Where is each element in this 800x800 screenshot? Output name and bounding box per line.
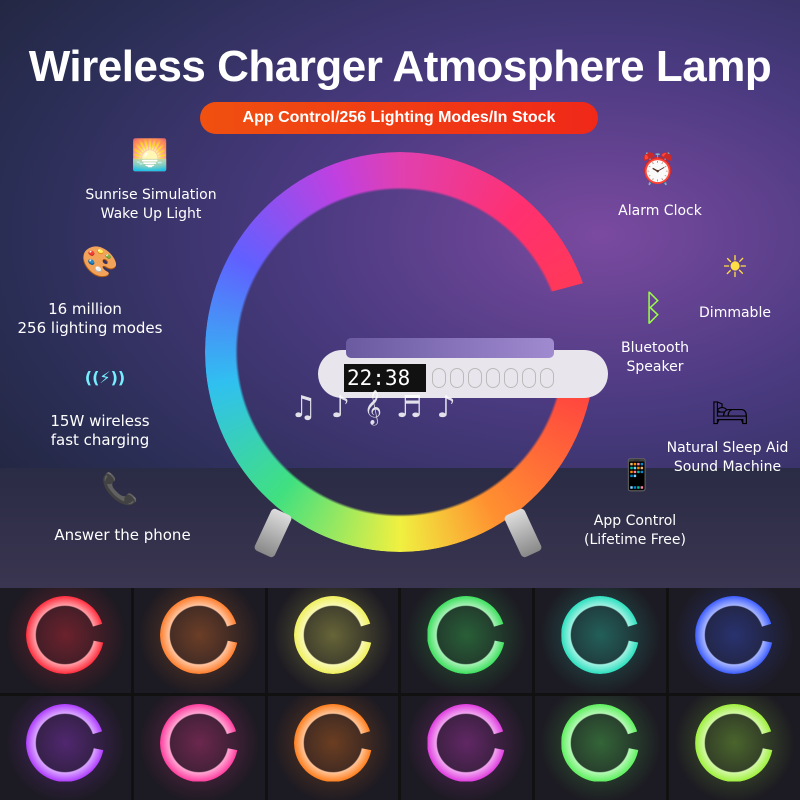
page-title: Wireless Charger Atmosphere Lamp bbox=[28, 42, 772, 91]
color-mode-tile bbox=[0, 588, 131, 693]
alarm-clock-icon: ⏰ bbox=[639, 152, 677, 187]
control-button bbox=[522, 368, 536, 388]
feature-label: Bluetooth bbox=[621, 340, 689, 356]
color-mode-tile bbox=[133, 588, 265, 693]
color-mode-tile bbox=[267, 695, 399, 800]
feature-bluetooth: Bluetooth Speaker bbox=[605, 339, 705, 377]
control-button bbox=[504, 368, 518, 388]
feature-label: Wake Up Light bbox=[100, 206, 202, 222]
clock-display: 22:38 bbox=[344, 364, 426, 392]
feature-alarm: Alarm Clock bbox=[618, 203, 702, 219]
control-button bbox=[450, 368, 464, 388]
feature-label: Sound Machine bbox=[673, 459, 782, 475]
feature-label: Speaker bbox=[626, 359, 684, 375]
music-notes-icon: ♫♪𝄞♬♪ bbox=[290, 390, 470, 425]
feature-label: Sunrise Simulation bbox=[85, 187, 217, 203]
hero-banner: Wireless Charger Atmosphere Lamp App Con… bbox=[0, 0, 800, 588]
feature-label: 256 lighting modes bbox=[17, 319, 163, 337]
color-mode-tile bbox=[0, 695, 131, 800]
feature-dimmable: Dimmable bbox=[699, 305, 771, 321]
feature-sunrise: Sunrise Simulation Wake Up Light bbox=[70, 186, 232, 224]
color-mode-tile bbox=[535, 588, 667, 693]
feature-label: fast charging bbox=[50, 431, 150, 449]
color-mode-tile bbox=[401, 588, 533, 693]
feature-banner: App Control/256 Lighting Modes/In Stock bbox=[200, 102, 598, 134]
control-button bbox=[540, 368, 554, 388]
color-mode-tile bbox=[669, 695, 800, 800]
control-button bbox=[486, 368, 500, 388]
color-mode-grid bbox=[0, 588, 800, 800]
feature-lighting: 16 million 256 lighting modes bbox=[5, 300, 175, 338]
color-mode-tile bbox=[535, 695, 667, 800]
control-button bbox=[432, 368, 446, 388]
color-mode-tile bbox=[133, 695, 265, 800]
feature-sleep-aid: Natural Sleep Aid Sound Machine bbox=[660, 439, 795, 477]
sleep-bed-icon: 🛏 bbox=[710, 396, 750, 431]
feature-label: 15W wireless bbox=[50, 412, 150, 430]
feature-app-control: App Control (Lifetime Free) bbox=[575, 512, 695, 550]
feature-label: Natural Sleep Aid bbox=[666, 440, 789, 456]
feature-label: App Control bbox=[593, 513, 677, 529]
dimmable-icon: ☀ bbox=[721, 250, 749, 285]
smartphone bbox=[346, 338, 554, 358]
palette-icon: 🎨 bbox=[81, 245, 119, 280]
lamp-leg-left bbox=[253, 507, 293, 559]
color-mode-tile bbox=[267, 588, 399, 693]
feature-wireless: 15W wireless fast charging bbox=[25, 412, 175, 450]
control-button bbox=[468, 368, 482, 388]
feature-answer-phone: Answer the phone bbox=[54, 526, 191, 544]
sunrise-icon: 🌅 bbox=[131, 138, 169, 173]
feature-label: 16 million bbox=[48, 300, 122, 318]
lamp-leg-right bbox=[503, 507, 543, 559]
bluetooth-icon: ᛒ bbox=[642, 288, 664, 329]
wireless-charging-icon: ((⚡)) bbox=[84, 368, 126, 387]
phone-call-icon: 📞 bbox=[101, 472, 139, 507]
app-control-icon: 📱 bbox=[618, 458, 656, 493]
color-mode-tile bbox=[401, 695, 533, 800]
feature-label: (Lifetime Free) bbox=[584, 532, 686, 548]
color-mode-tile bbox=[669, 588, 800, 693]
